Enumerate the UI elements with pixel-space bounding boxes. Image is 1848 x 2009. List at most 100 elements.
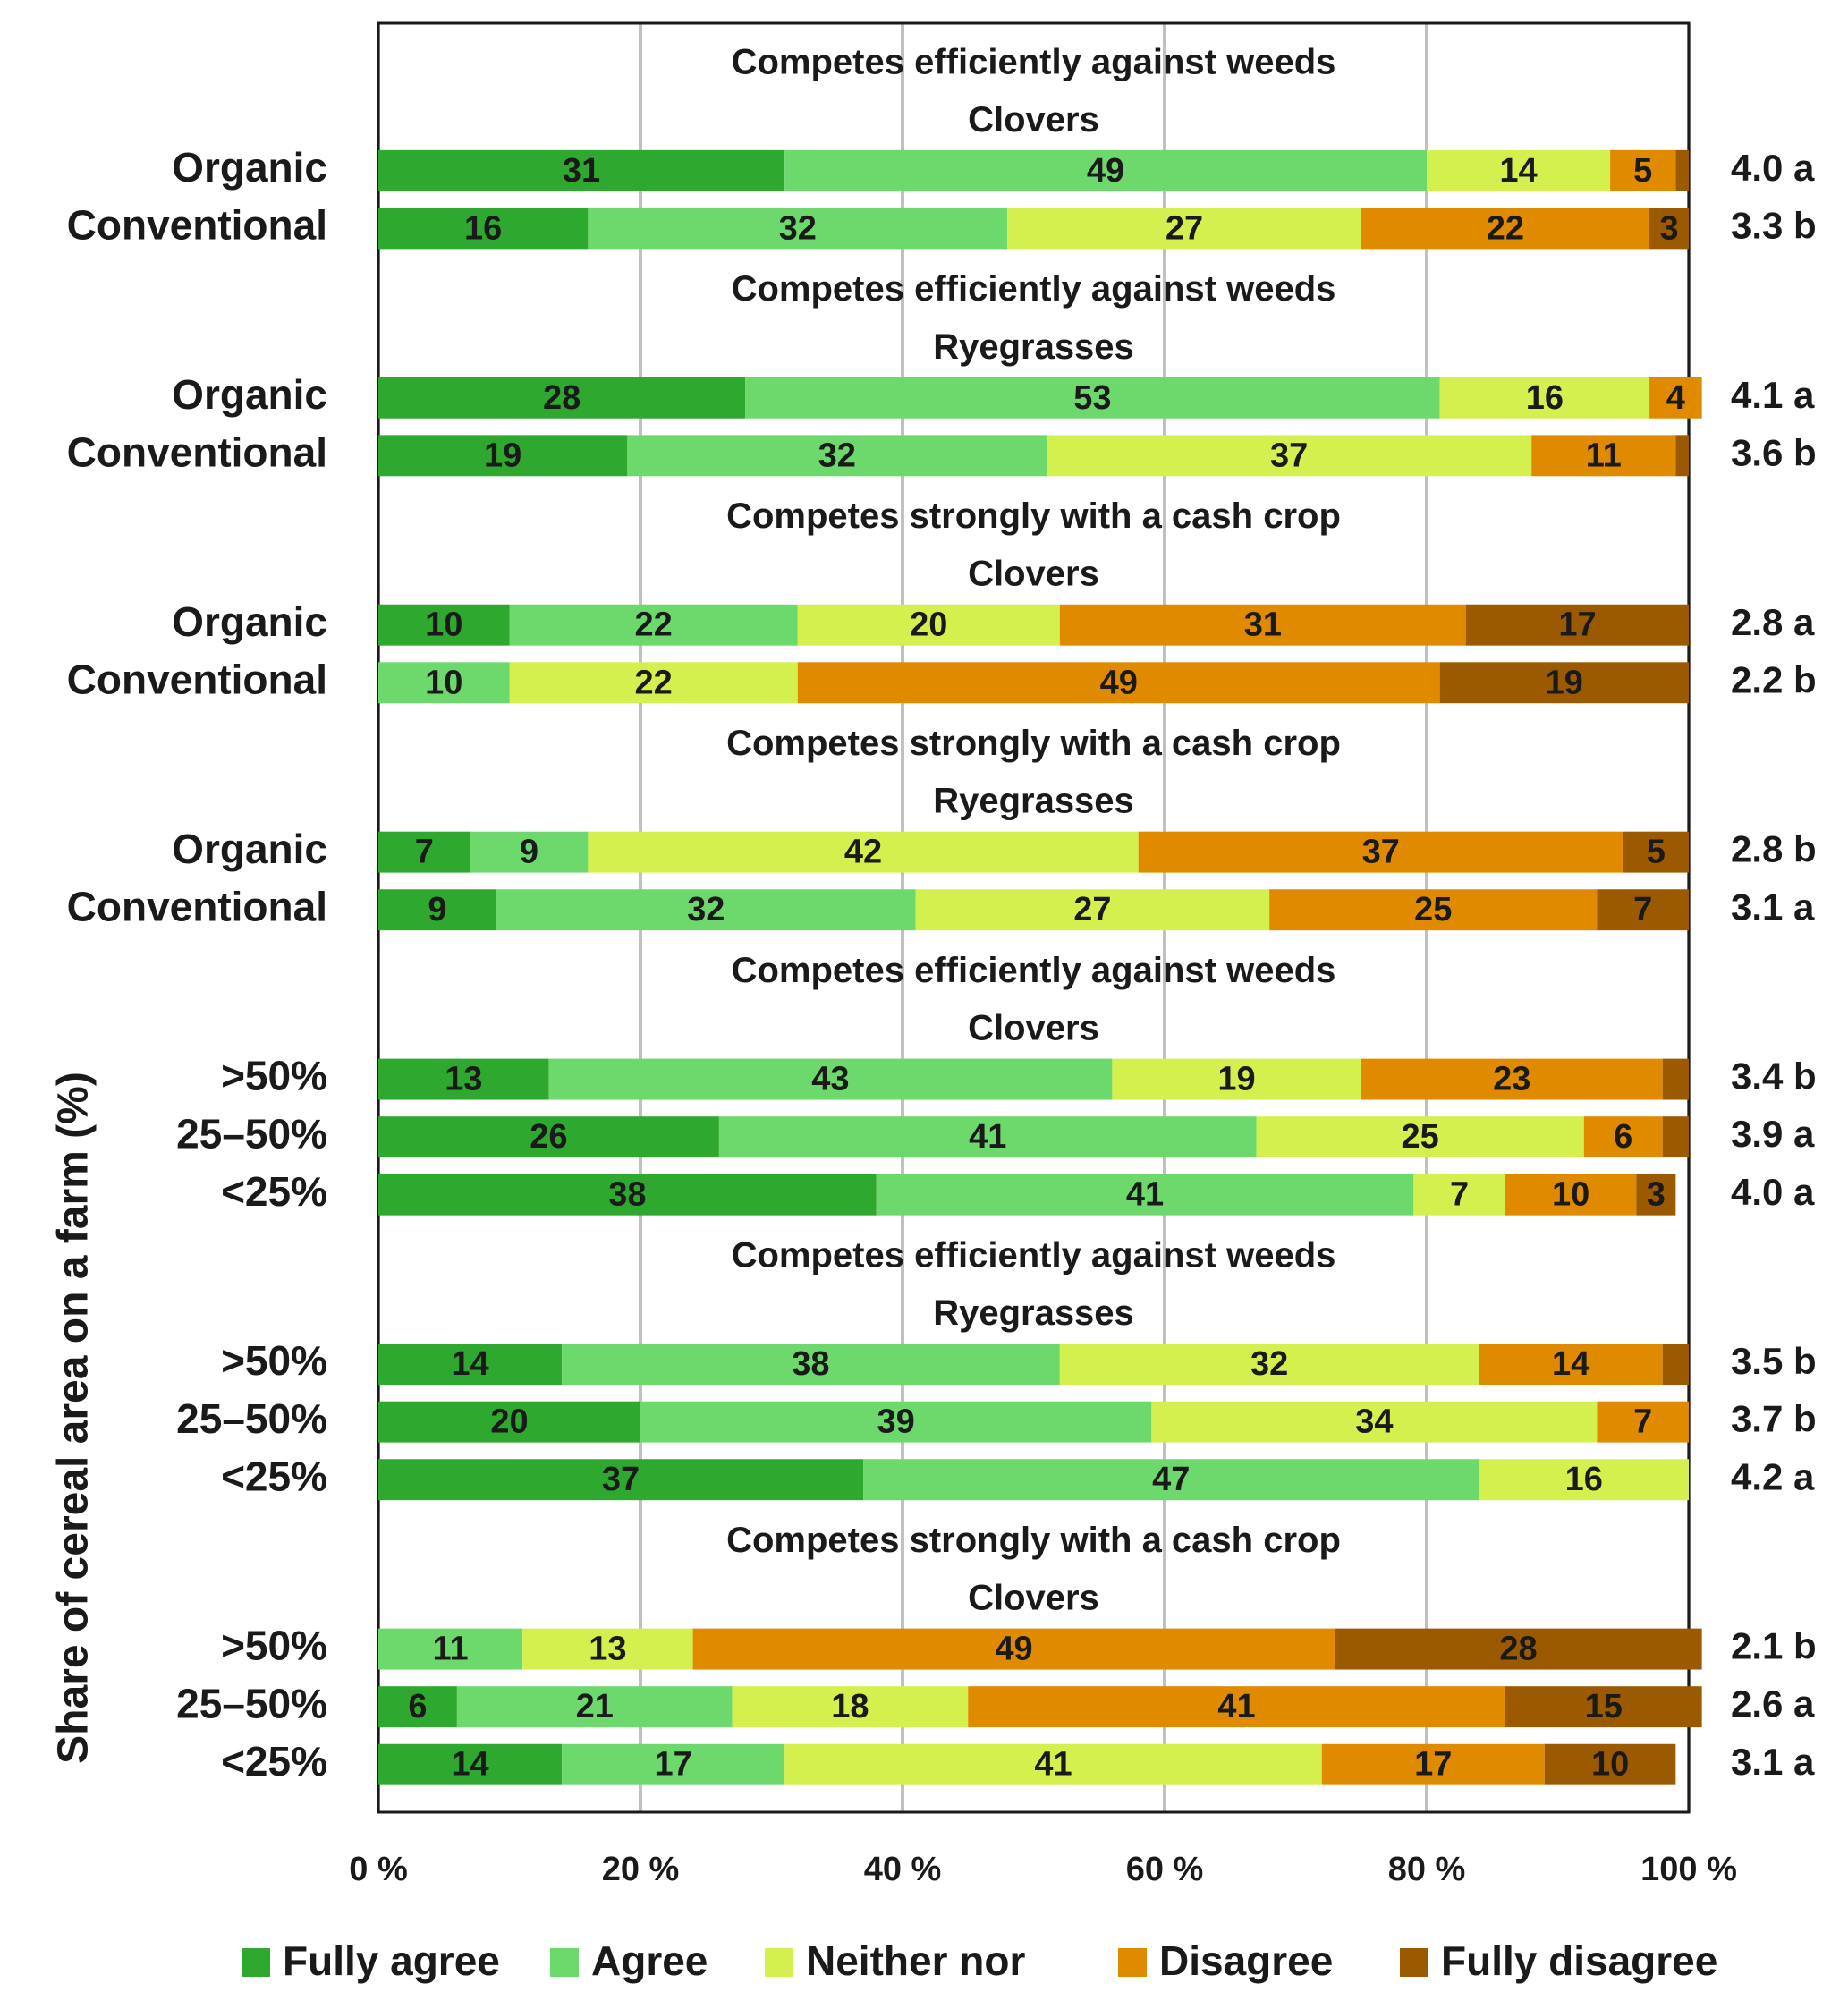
bar-segment (1597, 1401, 1689, 1443)
legend-label: Fully disagree (1441, 1937, 1717, 1984)
bar-segment (378, 1628, 523, 1670)
value-label: 17 (654, 1746, 691, 1784)
row-note: 2.2 b (1731, 658, 1817, 700)
value-label: 31 (563, 152, 600, 190)
bar-segment (1439, 662, 1689, 704)
bar-segment (496, 889, 916, 931)
bar-segment (1007, 208, 1361, 250)
bar-segment (548, 1058, 1113, 1100)
row-note: 2.6 a (1731, 1683, 1815, 1725)
x-tick-label: 40 % (864, 1851, 942, 1888)
row-note: 3.9 a (1731, 1113, 1815, 1155)
legend-label: Neither nor (806, 1937, 1025, 1984)
bar-segment (627, 435, 1047, 477)
value-label: 32 (687, 891, 725, 928)
category-label: Conventional (67, 656, 327, 702)
panel-subtitle: Clovers (968, 1009, 1099, 1048)
value-label: 11 (432, 1631, 468, 1668)
bar-segment (562, 1743, 785, 1785)
value-label: 5 (1633, 152, 1652, 190)
bar-segment (378, 435, 628, 477)
panel-subtitle: Clovers (968, 100, 1099, 140)
category-label: Organic (172, 144, 327, 191)
panel-title: Competes efficiently against weeds (732, 1236, 1336, 1276)
bar-segment (1531, 435, 1676, 477)
bar-segment (378, 1174, 877, 1216)
value-label: 38 (608, 1176, 646, 1214)
value-label: 49 (1087, 152, 1124, 190)
bar-segment (378, 149, 785, 191)
value-label: 17 (1558, 606, 1596, 644)
bar-segment (378, 1686, 457, 1728)
bar-segment (784, 149, 1427, 191)
bar-segment (1675, 149, 1689, 191)
bar-segment (378, 1743, 563, 1785)
value-label: 10 (1552, 1176, 1589, 1214)
category-label: >50% (221, 1337, 327, 1384)
bar-segment (1138, 831, 1623, 873)
value-label: 15 (1585, 1688, 1623, 1725)
bar-segment (1597, 889, 1689, 931)
bar-segment (1662, 1116, 1689, 1158)
bar-segment (378, 831, 470, 873)
bar-segment (562, 1344, 1060, 1386)
bar-segment (1427, 149, 1611, 191)
value-label: 10 (425, 664, 462, 701)
row-note: 2.8 b (1731, 828, 1817, 870)
value-label: 14 (451, 1345, 488, 1383)
value-label: 5 (1647, 834, 1666, 871)
row-note: 3.5 b (1731, 1340, 1817, 1382)
value-label: 26 (530, 1118, 567, 1156)
category-label: <25% (221, 1453, 327, 1499)
panel-subtitle: Clovers (968, 555, 1099, 594)
x-tick-label: 0 % (349, 1851, 407, 1888)
value-label: 32 (1250, 1345, 1288, 1383)
bar-segment (1059, 1344, 1479, 1386)
bar-segment (1544, 1743, 1676, 1785)
value-label: 53 (1073, 379, 1111, 417)
category-label: 25–50% (176, 1110, 327, 1157)
value-label: 22 (635, 664, 673, 701)
bar-segment (1610, 149, 1676, 191)
bar-segment (1256, 1116, 1584, 1158)
value-label: 22 (635, 606, 673, 644)
row-note: 2.8 a (1731, 601, 1815, 643)
legend-label: Fully agree (283, 1937, 500, 1984)
value-label: 47 (1152, 1461, 1190, 1498)
panel-title: Competes efficiently against weeds (732, 269, 1336, 309)
value-label: 27 (1166, 209, 1203, 247)
bar-segment (1505, 1686, 1702, 1728)
value-label: 10 (1591, 1746, 1629, 1784)
value-label: 20 (490, 1403, 528, 1441)
bar-segment (718, 1116, 1257, 1158)
bar-segment (1479, 1344, 1663, 1386)
value-label: 22 (1487, 209, 1524, 247)
value-label: 28 (1499, 1631, 1537, 1668)
legend-label: Agree (591, 1937, 708, 1984)
bar-segment (378, 889, 496, 931)
bar-segment (1662, 1344, 1689, 1386)
value-label: 6 (408, 1688, 427, 1725)
bar-segment (1151, 1401, 1598, 1443)
bar-segment (588, 208, 1008, 250)
value-label: 28 (543, 379, 581, 417)
bar-segment (915, 889, 1270, 931)
bar-segment (1675, 435, 1689, 477)
row-note: 4.0 a (1731, 147, 1815, 189)
y-axis-title: Share of cereal area on a farm (%) (50, 1072, 97, 1764)
value-label: 7 (415, 834, 434, 871)
value-label: 11 (1586, 437, 1622, 474)
value-label: 32 (818, 437, 856, 474)
bar-segment (1662, 1058, 1689, 1100)
value-label: 14 (1552, 1345, 1589, 1383)
legend-swatch (242, 1948, 270, 1977)
value-label: 34 (1355, 1403, 1393, 1441)
category-label: 25–50% (176, 1680, 327, 1726)
bar-segment (1636, 1174, 1676, 1216)
row-note: 4.1 a (1731, 374, 1815, 416)
bar-segment (745, 377, 1440, 419)
value-label: 10 (425, 606, 462, 644)
panel-title: Competes strongly with a cash crop (726, 724, 1341, 763)
value-label: 3 (1647, 1176, 1666, 1214)
